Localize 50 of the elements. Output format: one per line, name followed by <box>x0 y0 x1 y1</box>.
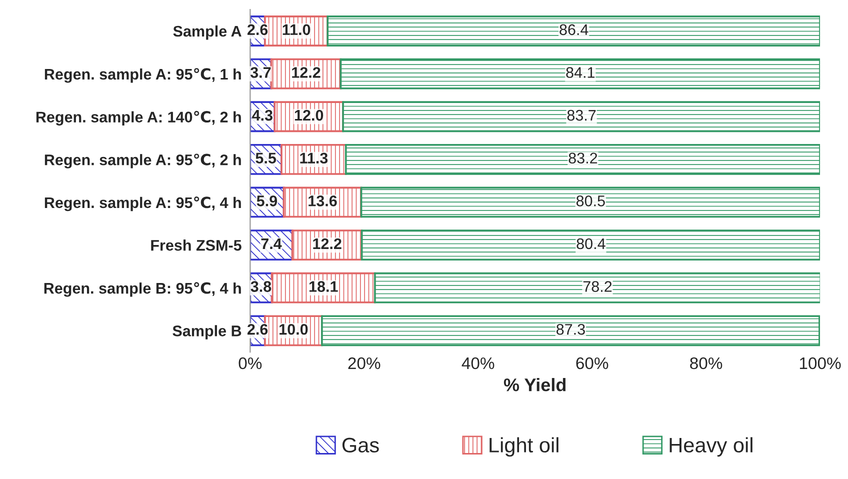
y-tick-label: Regen. sample B: 95℃, 4 h <box>44 282 241 297</box>
data-label: 11.3 <box>300 152 328 164</box>
data-label: 78.2 <box>583 281 612 292</box>
data-label: 12.2 <box>313 238 342 249</box>
data-label: 5.5 <box>256 152 276 164</box>
bar <box>321 315 820 346</box>
y-tick-label: Regen. sample A: 95℃, 4 h <box>44 196 241 212</box>
data-label: 10.0 <box>280 324 308 335</box>
x-tick-label: 0% <box>238 357 262 370</box>
data-label: 13.6 <box>308 196 337 206</box>
y-tick-label: Regen. sample A: 95℃, 1 h <box>44 68 241 83</box>
data-label: 87.3 <box>556 324 585 335</box>
x-tick-label: 20% <box>348 357 380 370</box>
bar <box>342 101 820 132</box>
data-label: 2.6 <box>247 24 268 36</box>
bar <box>340 58 820 90</box>
x-tick-label: 100% <box>800 357 841 370</box>
bar <box>344 144 820 175</box>
legend-label: Light oil <box>490 437 558 457</box>
data-label: 84.1 <box>566 67 595 78</box>
y-tick-label: Fresh ZSM-5 <box>151 240 242 251</box>
data-label: 3.7 <box>250 67 271 78</box>
data-label: 5.9 <box>256 196 278 206</box>
data-label: 11.0 <box>282 24 310 36</box>
data-label: 83.2 <box>568 152 598 164</box>
legend-label: Heavy oil <box>670 437 752 457</box>
x-axis-title: % Yield <box>504 378 566 392</box>
x-tick-label: 80% <box>690 357 722 370</box>
data-label: 7.4 <box>261 238 282 249</box>
legend-label: Gas <box>342 438 379 452</box>
data-label: 4.3 <box>252 110 272 121</box>
data-label: 12.2 <box>292 67 320 78</box>
data-label: 83.7 <box>567 110 596 121</box>
bar <box>326 16 820 46</box>
y-tick-label: Regen. sample A: 95℃, 2 h <box>44 154 241 168</box>
data-label: 80.4 <box>576 238 606 250</box>
bar <box>360 186 820 218</box>
data-label: 80.5 <box>576 196 605 206</box>
x-tick-label: 40% <box>462 357 494 370</box>
data-label: 3.8 <box>250 281 272 292</box>
data-label: 86.4 <box>560 24 588 36</box>
bar <box>374 272 820 304</box>
x-tick-label: 60% <box>576 357 608 370</box>
y-tick-label: Sample A <box>173 25 242 40</box>
data-label: 2.6 <box>247 324 268 335</box>
bar <box>360 230 820 260</box>
data-label: 12.0 <box>294 110 324 121</box>
y-tick-label: Regen. sample A: 140℃, 2 h <box>36 110 241 126</box>
y-tick-label: Sample B <box>172 325 242 340</box>
data-label: 18.1 <box>309 281 338 292</box>
